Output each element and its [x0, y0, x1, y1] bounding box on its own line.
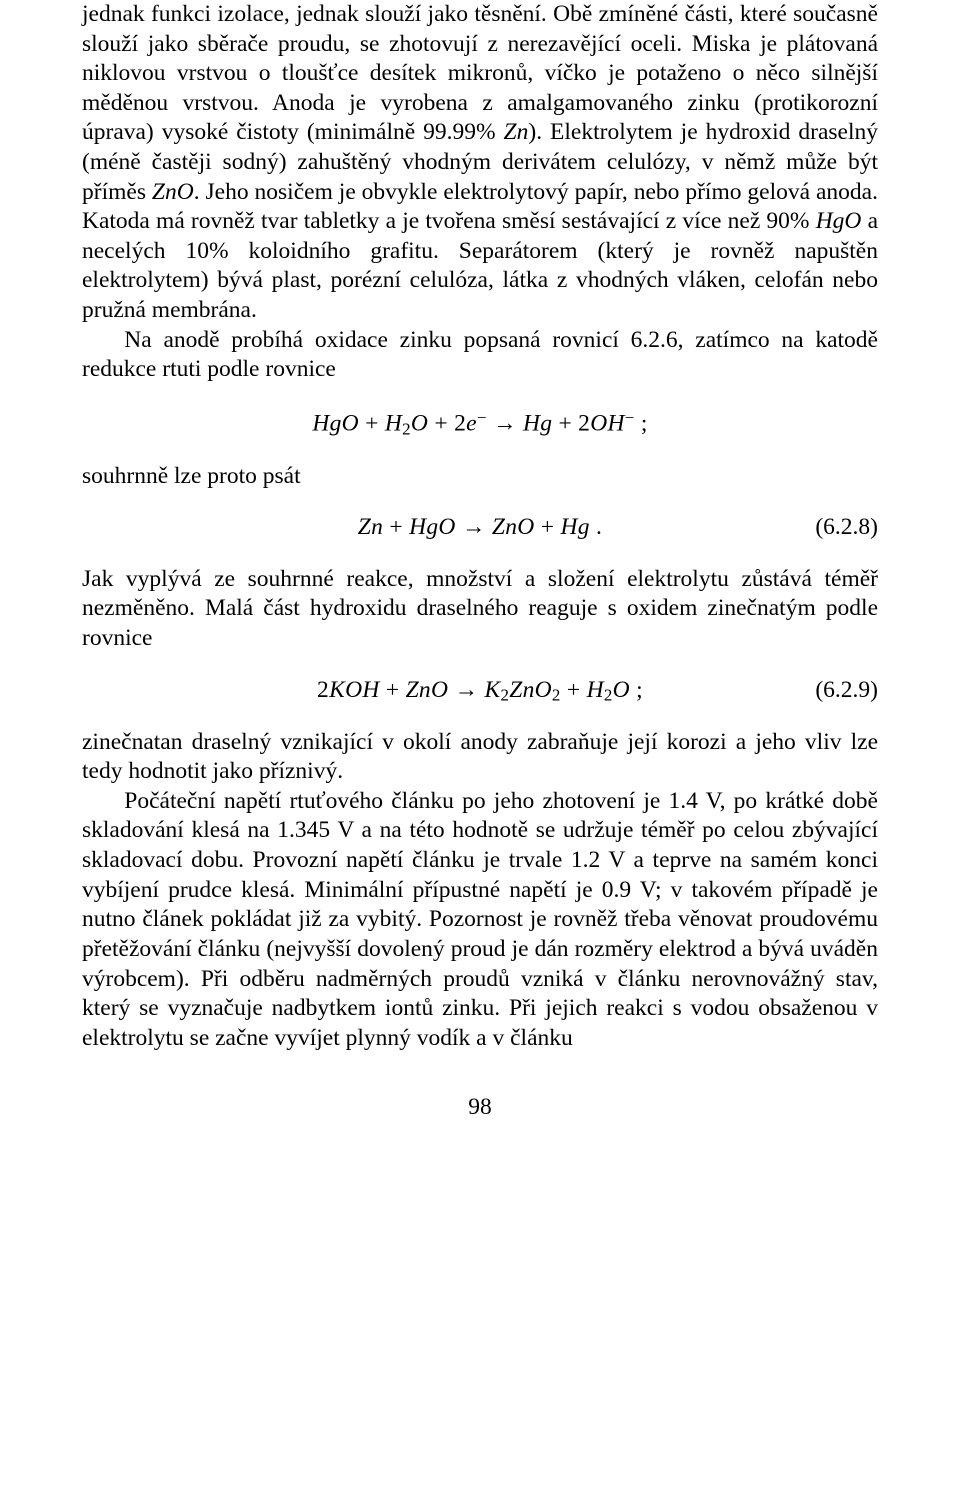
equation-3: 2KOH + ZnO → K2ZnO2 + H2O ; (6.2.9)	[82, 676, 878, 706]
equation-2: Zn + HgO → ZnO + Hg . (6.2.8)	[82, 513, 878, 543]
equation-1-text: HgO + H2O + 2e− → Hg + 2OH− ;	[312, 407, 647, 440]
equation-3-text: 2KOH + ZnO → K2ZnO2 + H2O ;	[317, 676, 643, 706]
equation-2-text: Zn + HgO → ZnO + Hg .	[358, 513, 602, 543]
equation-2-number: (6.2.8)	[815, 513, 878, 543]
page: jednak funkci izolace, jednak slouží jak…	[0, 0, 960, 1163]
paragraph-2: Na anodě probíhá oxidace zinku popsaná r…	[82, 326, 878, 385]
page-number: 98	[82, 1093, 878, 1123]
equation-1: HgO + H2O + 2e− → Hg + 2OH− ;	[82, 407, 878, 440]
paragraph-4: Jak vyplývá ze souhrnné reakce, množství…	[82, 565, 878, 654]
paragraph-3: souhrnně lze proto psát	[82, 462, 878, 492]
equation-3-number: (6.2.9)	[815, 676, 878, 706]
paragraph-6: Počáteční napětí rtuťového článku po jeh…	[82, 787, 878, 1053]
paragraph-5: zinečnatan draselný vznikající v okolí a…	[82, 728, 878, 787]
paragraph-1: jednak funkci izolace, jednak slouží jak…	[82, 0, 878, 326]
